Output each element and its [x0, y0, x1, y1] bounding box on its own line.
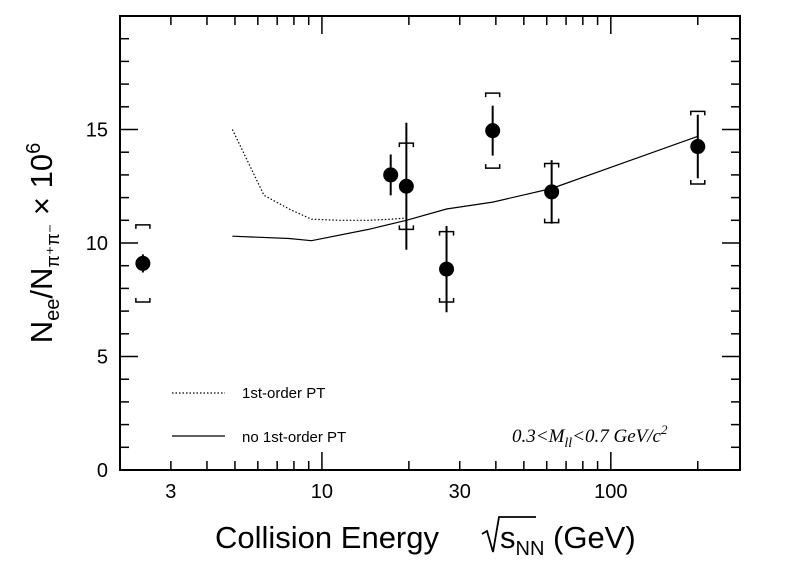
- data-point-1: [383, 167, 399, 183]
- sys-bracket-0-hi: [135, 224, 151, 229]
- curve-no-1st-order-pt: [232, 135, 699, 242]
- y-title-suffix: × 10: [24, 154, 59, 224]
- plot-frame: [119, 15, 741, 471]
- data-point-6: [690, 139, 706, 155]
- annot-part2: <0.7 GeV/c: [572, 426, 661, 447]
- x-title-s: s: [500, 520, 516, 555]
- annot-sup: 2: [661, 422, 668, 437]
- x-tick-label-30: 30: [449, 481, 471, 503]
- annot-part1: 0.3<M: [512, 426, 566, 447]
- y-title-exp: 6: [23, 143, 45, 154]
- sys-bracket-4-lo: [484, 164, 501, 169]
- x-tick-label-10: 10: [311, 481, 333, 503]
- data-point-4: [485, 123, 501, 139]
- model-curves: [231, 129, 699, 242]
- data-point-5: [544, 184, 560, 200]
- y-title-n: N: [24, 321, 59, 343]
- y-tick-label-10: 10: [86, 233, 108, 255]
- sys-bracket-4-hi: [484, 92, 501, 98]
- data-point-3: [439, 261, 455, 277]
- mass-range-annotation: 0.3<Mll<0.7 GeV/c2: [512, 422, 668, 451]
- data-point-2: [398, 178, 414, 194]
- x-axis-title: Collision Energy: [215, 520, 439, 555]
- data-points: [135, 92, 706, 313]
- annot-sub: ll: [564, 436, 572, 451]
- x-tick-label-3: 3: [165, 481, 176, 503]
- sys-bracket-0-lo: [135, 298, 151, 303]
- x-axis-ticks: 3 10 30 100: [119, 16, 699, 503]
- sys-bracket-6-lo: [690, 179, 706, 185]
- y-tick-label-5: 5: [97, 347, 108, 369]
- data-point-0: [135, 255, 151, 271]
- y-tick-label-0: 0: [97, 460, 108, 482]
- y-tick-label-15: 15: [86, 120, 108, 142]
- legend: 1st-order PT no 1st-order PT: [172, 385, 346, 446]
- y-axis-title: Nee/Nπ⁺π⁻ × 106: [23, 143, 64, 343]
- x-title-var: sNN (GeV): [500, 520, 636, 560]
- legend-label-1st-order-pt: 1st-order PT: [242, 385, 325, 402]
- x-title-main: Collision Energy: [215, 520, 439, 555]
- y-title-sub1: ee: [42, 299, 64, 321]
- sqrt-sign: [481, 516, 536, 553]
- x-title-unit: (GeV): [544, 520, 635, 555]
- curve-1st-order-pt: [231, 129, 407, 221]
- sys-bracket-6-hi: [690, 110, 706, 116]
- y-axis-ticks: 0 5 10 15: [86, 15, 740, 482]
- y-title-sub2: π⁺π⁻: [43, 224, 63, 268]
- legend-label-no-1st-order-pt: no 1st-order PT: [242, 429, 346, 446]
- y-title-slash: /N: [24, 268, 59, 299]
- x-tick-label-100: 100: [594, 481, 627, 503]
- x-title-sub: NN: [516, 538, 545, 560]
